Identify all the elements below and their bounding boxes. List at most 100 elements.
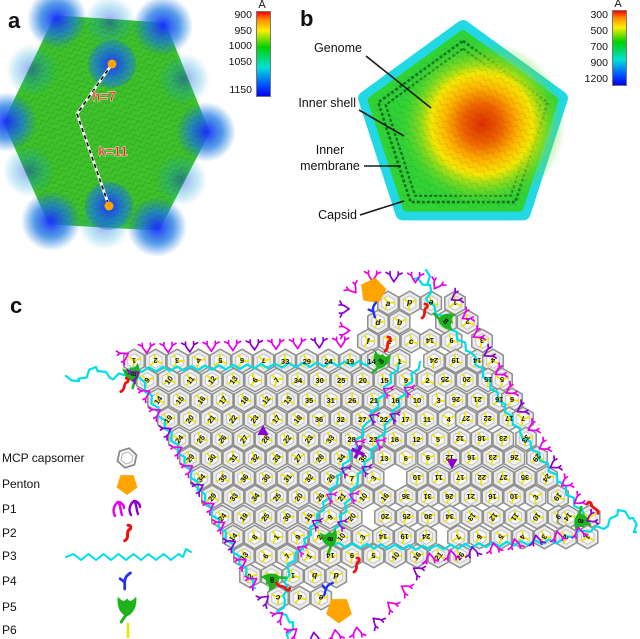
trimer-arm xyxy=(262,477,267,485)
capsomer-number: 9 xyxy=(325,513,335,522)
p1-claw xyxy=(389,410,401,425)
trimer-mark xyxy=(471,395,485,408)
trimer-mark xyxy=(239,393,252,407)
p1-claw xyxy=(190,481,204,498)
trimer-arm xyxy=(467,516,473,524)
capsomer-number: 14 xyxy=(472,356,481,365)
trimer-mark xyxy=(378,530,391,544)
trimer-mark xyxy=(302,512,316,525)
trimer-arm xyxy=(382,536,391,539)
trimer-mark xyxy=(205,489,219,502)
trimer-arm xyxy=(221,399,230,404)
p2-mark xyxy=(123,523,133,543)
p2-protein xyxy=(383,335,392,353)
trimer-mark xyxy=(128,356,141,369)
trimer-arm xyxy=(264,554,273,557)
trimer-arm xyxy=(404,456,414,459)
trimer-arm xyxy=(294,418,299,426)
capsomer-number: 9 xyxy=(426,453,430,462)
trimer-mark xyxy=(422,452,436,466)
trimer-mark xyxy=(487,489,500,503)
trimer-arm xyxy=(167,379,176,384)
legend-label-mcp-capsomer: MCP capsomer xyxy=(2,451,84,465)
trimer-arm xyxy=(226,532,234,538)
trimer-arm xyxy=(401,510,408,518)
capsomer-letter: b xyxy=(312,571,317,581)
legend-label-p1: P1 xyxy=(2,502,17,516)
trimer-arm xyxy=(327,431,331,440)
trimer-arm xyxy=(422,452,429,459)
trimer-arm xyxy=(216,399,224,405)
trimer-arm xyxy=(448,494,457,498)
p1-claw xyxy=(201,500,215,516)
penton xyxy=(326,599,352,624)
p1-protein xyxy=(573,490,588,506)
trimer-arm xyxy=(286,477,289,486)
trimer-arm xyxy=(384,302,389,310)
trimer-arm xyxy=(264,438,273,442)
trimer-mark xyxy=(347,510,359,524)
p2-protein xyxy=(352,556,361,574)
trimer-arm xyxy=(183,418,191,424)
p1-claw xyxy=(311,517,324,532)
trimer-arm xyxy=(408,299,417,304)
trimer-arm xyxy=(531,457,538,464)
p4-mark xyxy=(321,581,334,597)
trimer-arm xyxy=(512,450,516,459)
p1-claw xyxy=(327,628,346,639)
trimer-arm xyxy=(508,457,516,463)
capsomer-number: 8 xyxy=(250,533,260,542)
p1-claw xyxy=(288,337,307,350)
trimer-arm xyxy=(383,494,392,498)
trimer-arm xyxy=(305,393,310,401)
annotation-label: Inner shell xyxy=(298,96,356,110)
trimer-mark xyxy=(294,590,307,604)
trimer-arm xyxy=(563,510,569,518)
capsomer-number: 12 xyxy=(456,434,464,443)
capsomer-number: 14 xyxy=(378,532,387,541)
p1-protein xyxy=(486,542,504,555)
trimer-arm xyxy=(400,374,407,381)
legend-label-p5: P5 xyxy=(2,600,17,614)
capsomer-number: 32 xyxy=(336,415,344,424)
trimer-arm xyxy=(495,375,503,381)
trimer-arm xyxy=(316,496,321,505)
capsomer-number: 27 xyxy=(462,414,470,423)
legend-label-penton: Penton xyxy=(2,477,40,491)
trimer-arm xyxy=(335,572,343,577)
trimer-mark xyxy=(394,353,407,367)
p1-claw xyxy=(255,595,270,610)
capsomer-number: 35 xyxy=(305,396,313,405)
trimer-mark xyxy=(291,531,305,545)
capsomer-number: 4 xyxy=(447,415,452,424)
p1-claw xyxy=(573,490,588,506)
trimer-arm xyxy=(475,530,481,538)
trimer-arm xyxy=(521,536,530,541)
capsomer-letter: d xyxy=(333,571,339,581)
p1-protein xyxy=(375,437,387,451)
p5-number: 8 xyxy=(269,575,274,584)
trimer-arm xyxy=(154,360,163,365)
p1-claw xyxy=(382,385,395,400)
trimer-arm xyxy=(221,515,230,518)
capsomer-number: 9 xyxy=(404,376,408,385)
trimer-arm xyxy=(468,510,473,518)
trimer-arm xyxy=(500,534,509,538)
trimer-mark xyxy=(455,549,468,563)
trimer-arm xyxy=(327,477,332,485)
trimer-arm xyxy=(251,451,256,459)
trimer-arm xyxy=(210,418,219,421)
trimer-mark xyxy=(508,450,522,463)
trimer-arm xyxy=(329,571,338,577)
p1-claw xyxy=(472,324,487,341)
trimer-arm xyxy=(307,555,316,559)
capsomer-texture xyxy=(7,19,206,227)
trimer-arm xyxy=(432,360,435,369)
trimer-mark xyxy=(260,394,274,408)
p1-protein xyxy=(549,455,563,471)
p5-blob xyxy=(373,350,392,369)
trimer-arm xyxy=(437,477,446,481)
trimer-arm xyxy=(348,438,353,446)
trimer-arm xyxy=(371,438,375,447)
trimer-mark xyxy=(475,472,489,486)
